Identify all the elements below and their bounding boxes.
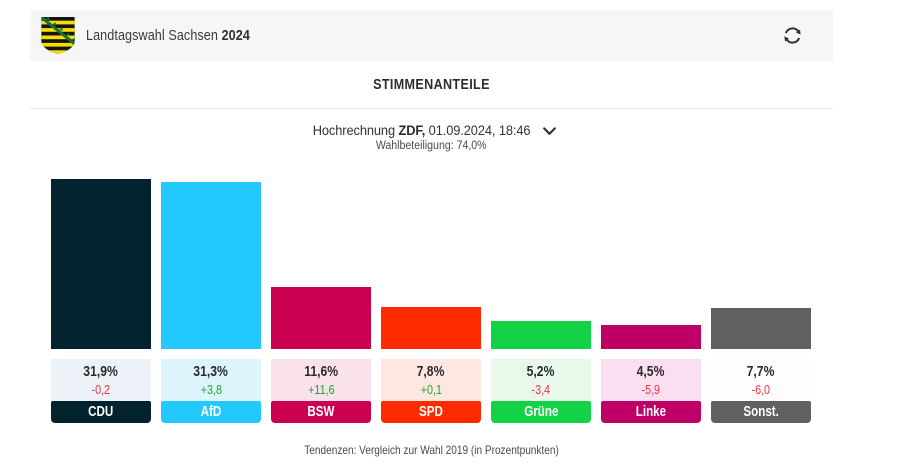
trend-value-sonst: -6,0	[751, 383, 771, 397]
percentage-value-linke: 4,5%	[637, 364, 665, 380]
page-title: Landtagswahl Sachsen 2024	[86, 27, 250, 44]
saxony-coat-of-arms-icon	[41, 17, 75, 54]
projection-selector[interactable]: Hochrechnung ZDF, 01.09.2024, 18:46	[30, 121, 833, 139]
bar-area-sonst	[711, 179, 811, 349]
bar-spd	[381, 307, 481, 349]
bar-sonst	[711, 308, 811, 349]
party-column-afd: 31,3% +3,8 AfD	[161, 179, 261, 423]
party-label-cdu: CDU	[51, 401, 151, 423]
bar-chart: 31,9% -0,2 CDU 31,3% +3,8 AfD 11,6% +11,6 BSW 7,8…	[51, 179, 811, 423]
chevron-down-icon	[542, 126, 556, 135]
chart-title-text: STIMMENANTEILE	[373, 76, 490, 93]
bar-gap	[711, 349, 811, 359]
party-label-bsw: BSW	[271, 401, 371, 423]
value-box-cdu: 31,9% -0,2	[51, 359, 151, 401]
percentage-value-bsw: 11,6%	[304, 364, 338, 380]
turnout-note-text: Wahlbeteiligung: 74,0%	[376, 140, 487, 152]
projection-label-prefix: Hochrechnung	[313, 122, 396, 138]
bar-area-grne	[491, 179, 591, 349]
trend-value-cdu: -0,2	[91, 383, 111, 397]
bar-linke	[601, 325, 701, 349]
trend-value-linke: -5,9	[641, 383, 661, 397]
page-title-year: 2024	[221, 27, 250, 44]
bar-area-bsw	[271, 179, 371, 349]
value-box-spd: 7,8% +0,1	[381, 359, 481, 401]
bar-bsw	[271, 287, 371, 349]
party-label-text-sonst: Sonst.	[743, 404, 779, 420]
party-label-linke: Linke	[601, 401, 701, 423]
chart-title: STIMMENANTEILE	[30, 76, 833, 93]
value-box-sonst: 7,7% -6,0	[711, 359, 811, 401]
refresh-button[interactable]	[780, 24, 804, 48]
bar-area-cdu	[51, 179, 151, 349]
turnout-note: Wahlbeteiligung: 74,0%	[30, 140, 833, 152]
party-column-cdu: 31,9% -0,2 CDU	[51, 179, 151, 423]
bar-gap	[381, 349, 481, 359]
percentage-value-sonst: 7,7%	[747, 364, 775, 380]
percentage-value-spd: 7,8%	[417, 364, 445, 380]
party-label-text-cdu: CDU	[88, 404, 114, 420]
bar-gap	[491, 349, 591, 359]
party-label-text-afd: AfD	[200, 404, 222, 420]
projection-label-source: ZDF,	[398, 122, 426, 138]
value-box-bsw: 11,6% +11,6	[271, 359, 371, 401]
percentage-value-afd: 31,3%	[193, 364, 229, 380]
trend-value-afd: +3,8	[200, 383, 222, 397]
bar-afd	[161, 182, 261, 349]
trend-value-bsw: +11,6	[307, 383, 335, 397]
bar-area-linke	[601, 179, 701, 349]
party-label-text-grne: Grüne	[523, 404, 559, 420]
refresh-icon	[783, 27, 801, 44]
bar-gap	[161, 349, 261, 359]
header: Landtagswahl Sachsen 2024	[30, 10, 833, 61]
bar-cdu	[51, 179, 151, 349]
value-box-grne: 5,2% -3,4	[491, 359, 591, 401]
party-column-sonst: 7,7% -6,0 Sonst.	[711, 179, 811, 423]
party-label-text-linke: Linke	[635, 404, 667, 420]
percentage-value-cdu: 31,9%	[83, 364, 119, 380]
party-label-sonst: Sonst.	[711, 401, 811, 423]
bar-area-afd	[161, 179, 261, 349]
trend-footnote-text: Tendenzen: Vergleich zur Wahl 2019 (in P…	[304, 443, 559, 457]
projection-label-timestamp: 01.09.2024, 18:46	[429, 122, 531, 138]
value-box-afd: 31,3% +3,8	[161, 359, 261, 401]
bar-gap	[51, 349, 151, 359]
bar-gap	[601, 349, 701, 359]
party-column-linke: 4,5% -5,9 Linke	[601, 179, 701, 423]
percentage-value-grne: 5,2%	[527, 364, 555, 380]
bar-gap	[271, 349, 371, 359]
trend-value-grne: -3,4	[531, 383, 551, 397]
bar-grne	[491, 321, 591, 349]
party-label-text-spd: SPD	[419, 404, 443, 420]
projection-label: Hochrechnung ZDF, 01.09.2024, 18:46	[313, 123, 531, 138]
divider	[30, 108, 833, 109]
page-title-text: Landtagswahl Sachsen	[86, 27, 218, 44]
bar-area-spd	[381, 179, 481, 349]
party-column-spd: 7,8% +0,1 SPD	[381, 179, 481, 423]
party-label-afd: AfD	[161, 401, 261, 423]
party-column-grne: 5,2% -3,4 Grüne	[491, 179, 591, 423]
trend-footnote: Tendenzen: Vergleich zur Wahl 2019 (in P…	[30, 443, 833, 457]
party-label-text-bsw: BSW	[307, 404, 335, 420]
party-column-bsw: 11,6% +11,6 BSW	[271, 179, 371, 423]
value-box-linke: 4,5% -5,9	[601, 359, 701, 401]
trend-value-spd: +0,1	[420, 383, 442, 397]
party-label-grne: Grüne	[491, 401, 591, 423]
party-label-spd: SPD	[381, 401, 481, 423]
